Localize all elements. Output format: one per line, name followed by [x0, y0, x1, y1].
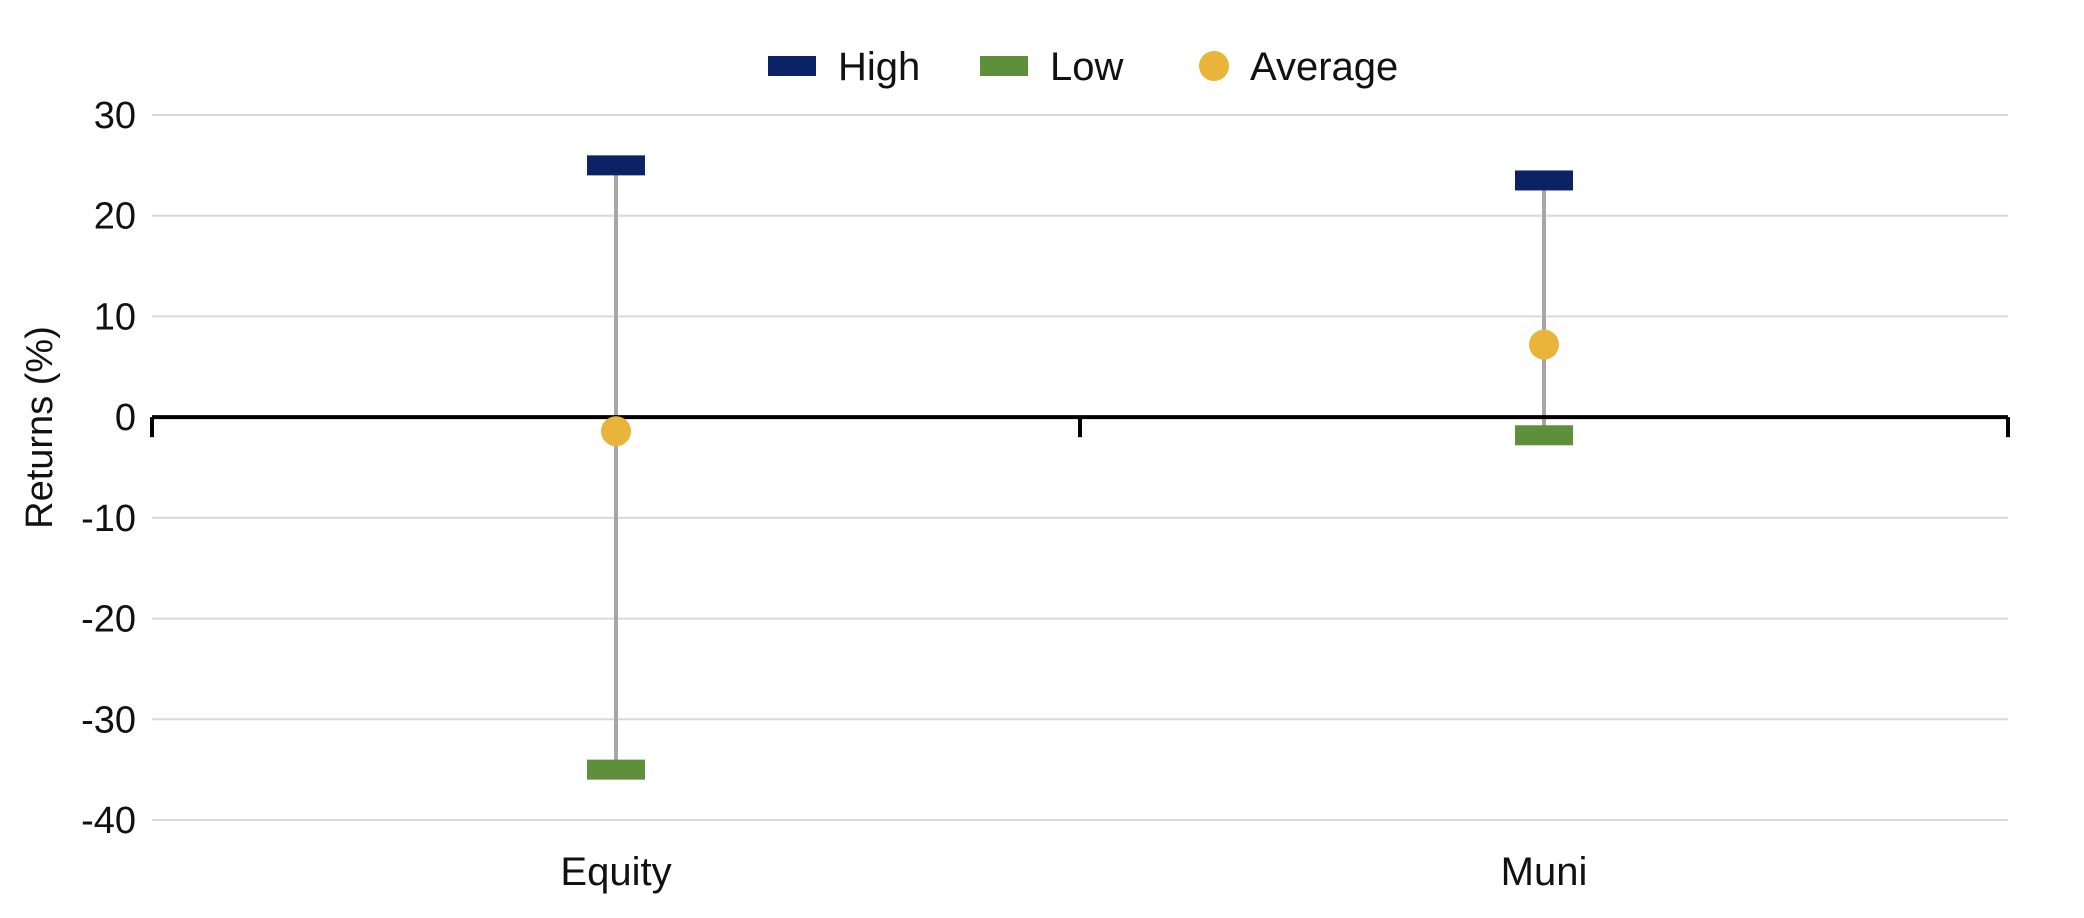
low-marker: [587, 759, 645, 780]
average-marker: [1529, 329, 1559, 360]
y-tick-label: 20: [94, 196, 136, 238]
legend-label-average: Average: [1250, 45, 1398, 89]
legend-swatch-average: [1199, 51, 1229, 81]
y-axis-title: Returns (%): [19, 326, 61, 529]
gridlines: [152, 114, 2008, 821]
low-marker: [1515, 425, 1573, 446]
high-marker: [587, 155, 645, 176]
axis-labels: 30 20 10 0 -10 -20 -30 -40 Equity Muni Returns (%): [19, 95, 1587, 894]
average-marker: [601, 416, 631, 447]
y-tick-label: 10: [94, 296, 136, 338]
y-tick-label: -30: [81, 699, 136, 741]
x-category-label: Equity: [560, 850, 671, 894]
axes: [150, 415, 2010, 438]
y-tick-label: -20: [81, 599, 136, 641]
data-markers: [587, 155, 1573, 780]
x-category-label: Muni: [1501, 850, 1588, 894]
y-tick-label: 30: [94, 95, 136, 137]
legend-label-high: High: [838, 45, 920, 89]
legend-label-low: Low: [1050, 45, 1123, 89]
legend-swatch-low: [980, 56, 1028, 76]
legend-swatch-high: [768, 56, 816, 76]
range-connectors: [614, 165, 1546, 770]
y-tick-label: 0: [115, 397, 136, 439]
high-marker: [1515, 170, 1573, 191]
y-tick-label: -40: [81, 800, 136, 842]
legend: High Low Average: [768, 45, 1398, 89]
y-tick-label: -10: [81, 498, 136, 540]
